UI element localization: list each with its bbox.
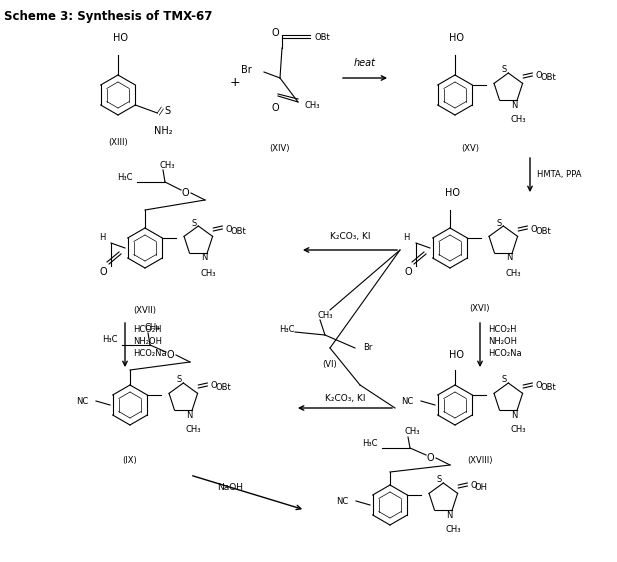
Text: NH₂OH: NH₂OH bbox=[488, 338, 517, 347]
Text: NH₂: NH₂ bbox=[154, 126, 173, 136]
Text: S: S bbox=[437, 475, 442, 484]
Text: S: S bbox=[176, 375, 182, 384]
Text: S: S bbox=[164, 106, 170, 116]
Text: CH₃: CH₃ bbox=[144, 324, 160, 333]
Text: OBt: OBt bbox=[314, 33, 330, 42]
Text: (XVIII): (XVIII) bbox=[467, 455, 493, 465]
Text: O: O bbox=[166, 350, 174, 360]
Text: N: N bbox=[506, 253, 513, 262]
Text: O: O bbox=[530, 224, 537, 233]
Text: H₃C: H₃C bbox=[280, 325, 295, 334]
Text: OBt: OBt bbox=[540, 74, 556, 83]
Text: (VI): (VI) bbox=[323, 360, 337, 369]
Text: O: O bbox=[404, 267, 412, 277]
Text: (XIV): (XIV) bbox=[270, 143, 290, 152]
Text: HCO₂H: HCO₂H bbox=[488, 325, 516, 334]
Text: OBt: OBt bbox=[215, 383, 231, 392]
Text: O: O bbox=[426, 453, 434, 463]
Text: O: O bbox=[271, 28, 279, 38]
Text: O: O bbox=[181, 188, 189, 198]
Text: OBt: OBt bbox=[536, 226, 551, 235]
Text: N: N bbox=[511, 101, 518, 110]
Text: HCO₂H: HCO₂H bbox=[133, 325, 162, 334]
Text: HO: HO bbox=[450, 350, 465, 360]
Text: Br: Br bbox=[241, 65, 252, 75]
Text: +: + bbox=[230, 75, 240, 88]
Text: S: S bbox=[502, 66, 507, 75]
Text: N: N bbox=[186, 410, 193, 419]
Text: S: S bbox=[497, 219, 502, 228]
Text: H₃C: H₃C bbox=[102, 336, 118, 345]
Text: heat: heat bbox=[354, 58, 376, 68]
Text: N: N bbox=[201, 253, 207, 262]
Text: CH₃: CH₃ bbox=[511, 116, 526, 125]
Text: Br: Br bbox=[363, 343, 373, 352]
Text: NH₂OH: NH₂OH bbox=[133, 338, 162, 347]
Text: HO: HO bbox=[450, 33, 465, 43]
Text: CH₃: CH₃ bbox=[317, 310, 333, 320]
Text: CH₃: CH₃ bbox=[159, 161, 175, 170]
Text: O: O bbox=[470, 482, 477, 491]
Text: O: O bbox=[225, 224, 231, 233]
Text: (XVI): (XVI) bbox=[470, 303, 491, 312]
Text: N: N bbox=[511, 410, 518, 419]
Text: (XVII): (XVII) bbox=[133, 306, 157, 315]
Text: S: S bbox=[192, 219, 197, 228]
Text: O: O bbox=[535, 382, 542, 391]
Text: K₂CO₃, KI: K₂CO₃, KI bbox=[325, 393, 365, 402]
Text: H₃C: H₃C bbox=[117, 174, 133, 183]
Text: CH₃: CH₃ bbox=[186, 425, 201, 434]
Text: NaOH: NaOH bbox=[217, 483, 243, 492]
Text: S: S bbox=[502, 375, 507, 384]
Text: CH₃: CH₃ bbox=[505, 269, 521, 278]
Text: H: H bbox=[99, 233, 105, 242]
Text: OH: OH bbox=[475, 483, 488, 492]
Text: CH₃: CH₃ bbox=[304, 102, 320, 111]
Text: OBt: OBt bbox=[230, 226, 246, 235]
Text: NC: NC bbox=[336, 496, 348, 505]
Text: (XV): (XV) bbox=[461, 143, 479, 152]
Text: (XIII): (XIII) bbox=[108, 138, 128, 147]
Text: HMTA, PPA: HMTA, PPA bbox=[537, 170, 581, 179]
Text: O: O bbox=[271, 103, 279, 113]
Text: Scheme 3: Synthesis of TMX-67: Scheme 3: Synthesis of TMX-67 bbox=[4, 10, 212, 23]
Text: H: H bbox=[404, 233, 410, 242]
Text: HCO₂Na: HCO₂Na bbox=[488, 350, 521, 359]
Text: HO: HO bbox=[112, 33, 128, 43]
Text: OBt: OBt bbox=[540, 383, 556, 392]
Text: CH₃: CH₃ bbox=[201, 269, 216, 278]
Text: (IX): (IX) bbox=[123, 455, 138, 465]
Text: HCO₂Na: HCO₂Na bbox=[133, 350, 167, 359]
Text: K₂CO₃, KI: K₂CO₃, KI bbox=[329, 233, 370, 242]
Text: NC: NC bbox=[76, 397, 88, 406]
Text: CH₃: CH₃ bbox=[404, 428, 420, 437]
Text: CH₃: CH₃ bbox=[445, 525, 461, 534]
Text: NC: NC bbox=[401, 397, 413, 406]
Text: O: O bbox=[535, 71, 542, 80]
Text: O: O bbox=[99, 267, 107, 277]
Text: HO: HO bbox=[444, 188, 460, 198]
Text: H₃C: H₃C bbox=[363, 438, 378, 447]
Text: O: O bbox=[210, 382, 217, 391]
Text: N: N bbox=[446, 510, 452, 519]
Text: CH₃: CH₃ bbox=[511, 425, 526, 434]
